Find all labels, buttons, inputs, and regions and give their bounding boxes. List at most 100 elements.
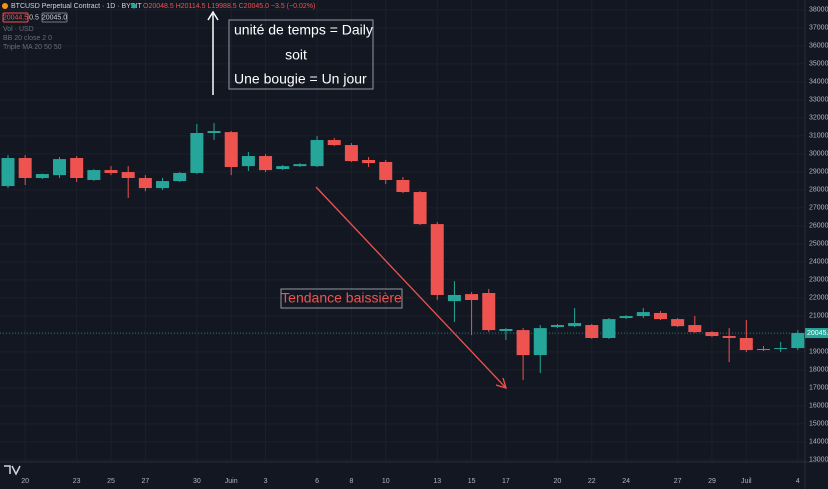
- arrow-head: [495, 377, 507, 389]
- candle-body: [104, 170, 118, 173]
- y-tick-label: 33000.0: [809, 97, 828, 104]
- y-tick-label: 24000.0: [809, 259, 828, 266]
- x-tick-label: 27: [141, 478, 149, 485]
- x-tick-label: 27: [674, 478, 682, 485]
- grid: [0, 0, 805, 462]
- trend-arrow: [315, 186, 507, 389]
- candle-body: [138, 177, 152, 189]
- y-tick-label: 15000.0: [809, 421, 828, 428]
- candle-body: [53, 159, 67, 176]
- candle-body: [516, 330, 530, 356]
- y-tick-label: 31000.0: [809, 133, 828, 140]
- candle-body: [18, 158, 32, 178]
- candle-body: [705, 332, 719, 337]
- candle-body: [756, 348, 770, 351]
- y-tick-label: 16000.0: [809, 403, 828, 410]
- logo: [4, 465, 21, 476]
- y-tick-label: 26000.0: [809, 223, 828, 230]
- y-tick-label: 37000.0: [809, 25, 828, 32]
- y-tick-label: 22000.0: [809, 295, 828, 302]
- x-tick-label: 13: [433, 478, 441, 485]
- candle-body: [156, 181, 170, 189]
- ohlc: O20048.5 H20114.5 L19988.5 C20045.0 −3.5…: [143, 3, 315, 10]
- candle-body: [173, 172, 187, 182]
- candle-body: [499, 328, 513, 331]
- candle-body: [259, 156, 273, 171]
- annotation: Tendance baissière: [281, 290, 402, 306]
- candle-body: [396, 179, 410, 193]
- x-tick-label: 24: [622, 478, 630, 485]
- annotation: soit: [285, 47, 307, 63]
- arrow-head: [207, 10, 219, 21]
- candle-body: [619, 316, 633, 319]
- y-tick-label: 27000.0: [809, 205, 828, 212]
- bid-box: [2, 12, 29, 23]
- indicator: Vol · USD: [3, 26, 34, 33]
- candle-body: [602, 319, 616, 338]
- candle-body: [87, 170, 101, 180]
- candles: [1, 123, 805, 381]
- candle-body: [550, 325, 564, 328]
- annotation: Une bougie = Un jour: [234, 71, 367, 87]
- candle-body: [207, 131, 221, 134]
- x-tick-label: 25: [107, 478, 115, 485]
- y-tick-label: 14000.0: [809, 439, 828, 446]
- indicator: BB 20 close 2 0: [3, 35, 52, 42]
- annotation: unité de temps = Daily: [234, 22, 373, 38]
- y-tick-label: 25000.0: [809, 241, 828, 248]
- x-tick-label: 8: [349, 478, 353, 485]
- candle-body: [121, 172, 135, 178]
- candle-body: [722, 336, 736, 338]
- candle-body: [344, 145, 358, 162]
- candle-body: [585, 325, 599, 338]
- y-tick-label: 38000.0: [809, 7, 828, 14]
- x-tick-label: 22: [588, 478, 596, 485]
- y-tick-label: 32000.0: [809, 115, 828, 122]
- candle-body: [671, 319, 685, 327]
- candle-body: [430, 224, 444, 295]
- candle-body: [310, 140, 324, 167]
- x-tick-label: Juin: [225, 478, 238, 485]
- candle-body: [482, 293, 496, 331]
- candle-body: [739, 337, 753, 351]
- y-tick-label: 17000.0: [809, 385, 828, 392]
- candle-body: [362, 159, 376, 164]
- x-tick-label: Juil: [741, 478, 752, 485]
- y-tick-label: 21000.0: [809, 313, 828, 320]
- candle-body: [465, 294, 479, 301]
- x-tick-label: 17: [502, 478, 510, 485]
- candle-body: [327, 140, 341, 146]
- symbol-icon: [2, 3, 8, 9]
- candle-body: [70, 158, 84, 178]
- y-tick-label: 35000.0: [809, 61, 828, 68]
- candle-body: [533, 328, 547, 356]
- x-tick-label: 30: [193, 478, 201, 485]
- candle-body: [568, 323, 582, 327]
- y-tick-label: 36000.0: [809, 43, 828, 50]
- candle-body: [774, 348, 788, 350]
- annotation-box: [280, 288, 403, 309]
- x-tick-label: 20: [554, 478, 562, 485]
- candle-body: [276, 166, 290, 169]
- candle-body: [379, 161, 393, 180]
- last-price-label: 20045.0: [807, 330, 828, 337]
- x-tick-label: 10: [382, 478, 390, 485]
- candle-body: [241, 156, 255, 167]
- y-tick-label: 13000.0: [809, 457, 828, 464]
- candle-body: [636, 312, 650, 317]
- candle-body: [447, 294, 461, 302]
- candle-body: [190, 133, 204, 173]
- x-tick-label: 4: [796, 478, 800, 485]
- candle-body: [688, 325, 702, 333]
- x-tick-label: 15: [468, 478, 476, 485]
- candle-body: [293, 164, 307, 167]
- candle-body: [653, 312, 667, 320]
- y-tick-label: 29000.0: [809, 169, 828, 176]
- x-tick-label: 3: [264, 478, 268, 485]
- y-tick-label: 18000.0: [809, 367, 828, 374]
- bid: 20044.5: [3, 14, 28, 21]
- ask-box: [41, 12, 68, 23]
- status-dot: [131, 3, 137, 9]
- candle-body: [413, 192, 427, 225]
